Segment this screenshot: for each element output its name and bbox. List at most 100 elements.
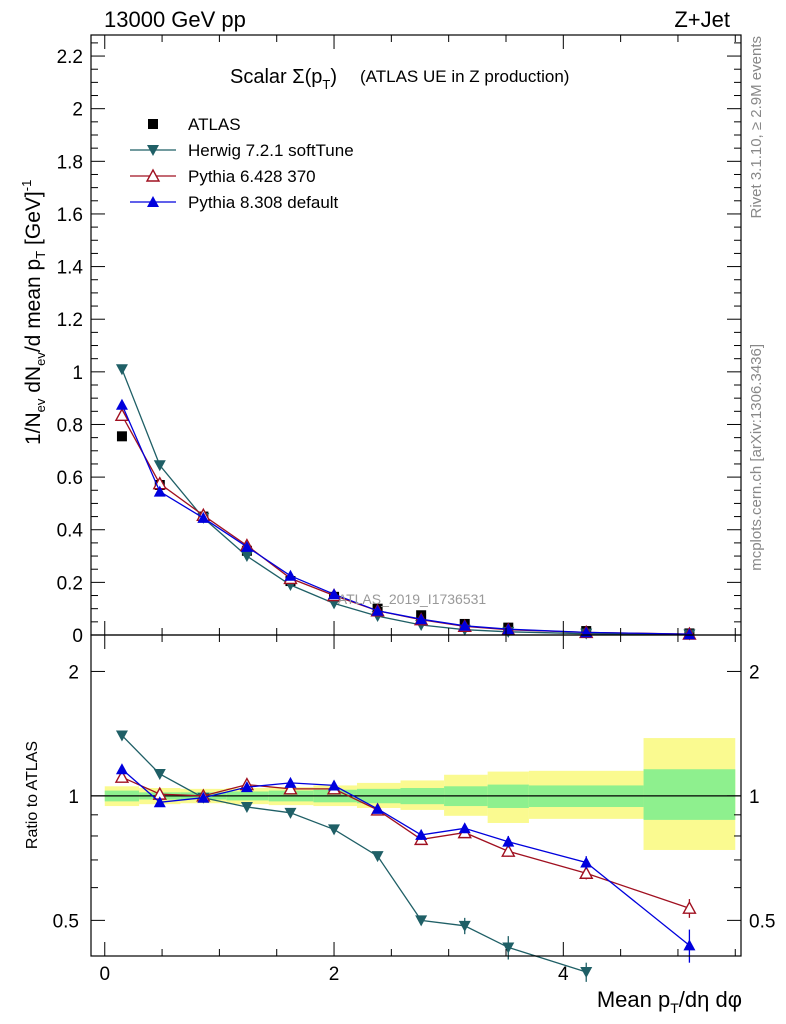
ratio-point-py8 [683, 939, 696, 951]
x-tick-label: 2 [329, 964, 340, 985]
ratio-point-py8 [284, 776, 297, 788]
ratio-point-py6 [682, 900, 697, 914]
ratio-point-py6 [579, 865, 594, 879]
analysis-watermark: ATLAS_2019_I1736531 [338, 591, 487, 607]
ratio-y-tick-label-right: 1 [749, 787, 760, 808]
x-axis-label: Mean pT/dη dφ [597, 987, 742, 1016]
ratio-point-py8 [153, 796, 166, 808]
legend-marker [145, 168, 161, 182]
ratio-y-tick-label-right: 0.5 [749, 911, 775, 932]
legend-label: ATLAS [188, 115, 241, 134]
main-y-axis-label: 1/Nev dNev/d mean pT [GeV]-1 [19, 180, 48, 445]
line-py8 [121, 404, 690, 635]
point-py8 [197, 511, 210, 523]
header-energy-label: 13000 GeV pp [104, 7, 246, 32]
legend-item-atlas: ATLAS [148, 115, 241, 134]
ratio-point-py6 [283, 781, 298, 795]
y-tick-label: 0.2 [57, 573, 83, 594]
plot-title-close: ) [330, 66, 337, 88]
ratio-plot-area [91, 730, 741, 982]
plot-title-rest: (ATLAS UE in Z production) [360, 67, 569, 86]
y-tick-label: 0.6 [57, 468, 83, 489]
point-py8 [115, 398, 128, 410]
line-herwig [121, 368, 690, 636]
header-process-label: Z+Jet [674, 7, 730, 32]
point-py8 [458, 619, 471, 631]
ratio-point-py6 [501, 843, 516, 857]
legend: ATLAS Herwig 7.2.1 softTune Pythia 6.428 3… [130, 115, 354, 212]
point-herwig [153, 460, 166, 472]
ratio-point-py8 [502, 835, 515, 847]
y-tick-label: 2 [72, 100, 83, 121]
point-py8 [415, 613, 428, 625]
point-py8 [328, 588, 341, 600]
band-inner [643, 769, 736, 820]
legend-item-herwig: Herwig 7.2.1 softTune [130, 141, 354, 160]
ratio-point-herwig [115, 730, 128, 742]
ratio-point-herwig [328, 824, 341, 836]
ratio-point-herwig [580, 967, 593, 979]
y-tick-label: 1 [72, 363, 83, 384]
ratio-point-herwig [415, 915, 428, 927]
point-herwig [115, 364, 128, 376]
ratio-point-py8 [371, 802, 384, 814]
point-py8 [153, 485, 166, 497]
ratio-point-herwig [371, 851, 384, 863]
legend-item-py6: Pythia 6.428 370 [130, 167, 316, 186]
ratio-point-py8 [580, 856, 593, 868]
main-axes: 0 0.2 0.4 0.6 0.8 1 1.2 1.4 1.6 1.8 2 2.2 [57, 35, 741, 647]
legend-marker [147, 196, 159, 207]
y-tick-label: 0.8 [57, 415, 83, 436]
ratio-series-py8 [115, 763, 696, 963]
x-tick-label: 4 [558, 964, 569, 985]
ratio-point-py8 [240, 781, 253, 793]
ratio-point-herwig [502, 942, 515, 954]
y-tick-label: 0 [72, 626, 83, 647]
ratio-line-py6 [121, 776, 690, 909]
y-tick-label: 1.4 [57, 258, 84, 279]
ratio-y-tick-label: 0.5 [53, 911, 79, 932]
plot-title: Scalar Σ(pT) (ATLAS UE in Z production) [230, 66, 569, 92]
rivet-label: Rivet 3.1.10, ≥ 2.9M events [748, 36, 765, 219]
point-py8 [371, 604, 384, 616]
plot-title-main: Scalar Σ(p [230, 66, 322, 88]
ratio-point-herwig [240, 802, 253, 814]
y-tick-label: 1.2 [57, 310, 83, 331]
ratio-point-py8 [415, 828, 428, 840]
ratio-axes: 0.5 0.5 1 1 2 2 0 2 4 [53, 635, 775, 985]
legend-label: Herwig 7.2.1 softTune [188, 141, 354, 160]
series-atlas [116, 431, 695, 639]
ratio-point-py6 [114, 769, 130, 783]
y-tick-label: 1.8 [57, 152, 83, 173]
legend-label: Pythia 6.428 370 [188, 167, 316, 186]
ratio-point-py8 [197, 791, 210, 803]
legend-marker [148, 119, 158, 129]
ratio-point-py8 [328, 779, 341, 791]
y-tick-label: 2.2 [57, 47, 83, 68]
point-py6 [114, 407, 130, 421]
point-py8 [284, 569, 297, 581]
ratio-point-herwig [458, 920, 471, 932]
point-py8 [240, 540, 253, 552]
y-tick-label: 0.4 [57, 521, 84, 542]
ratio-point-herwig [284, 807, 297, 819]
ratio-y-tick-label: 2 [68, 662, 79, 683]
ratio-y-tick-label: 1 [68, 787, 79, 808]
point-herwig [240, 551, 253, 563]
point-py8 [502, 623, 515, 635]
ratio-y-tick-label-right: 2 [749, 662, 760, 683]
ratio-point-herwig [153, 768, 166, 780]
series-py8 [115, 398, 696, 640]
x-tick-label: 0 [99, 964, 110, 985]
point-atlas [116, 431, 127, 442]
mcplots-label: mcplots.cern.ch [arXiv:1306.3436] [748, 344, 765, 571]
ratio-point-py8 [115, 763, 128, 775]
plot-title-subscript: T [322, 77, 330, 92]
legend-marker [147, 145, 159, 156]
y-tick-label: 1.6 [57, 205, 83, 226]
legend-label: Pythia 8.308 default [188, 193, 339, 212]
legend-item-py8: Pythia 8.308 default [130, 193, 339, 212]
point-py8 [683, 628, 696, 640]
ratio-point-py8 [458, 822, 471, 834]
